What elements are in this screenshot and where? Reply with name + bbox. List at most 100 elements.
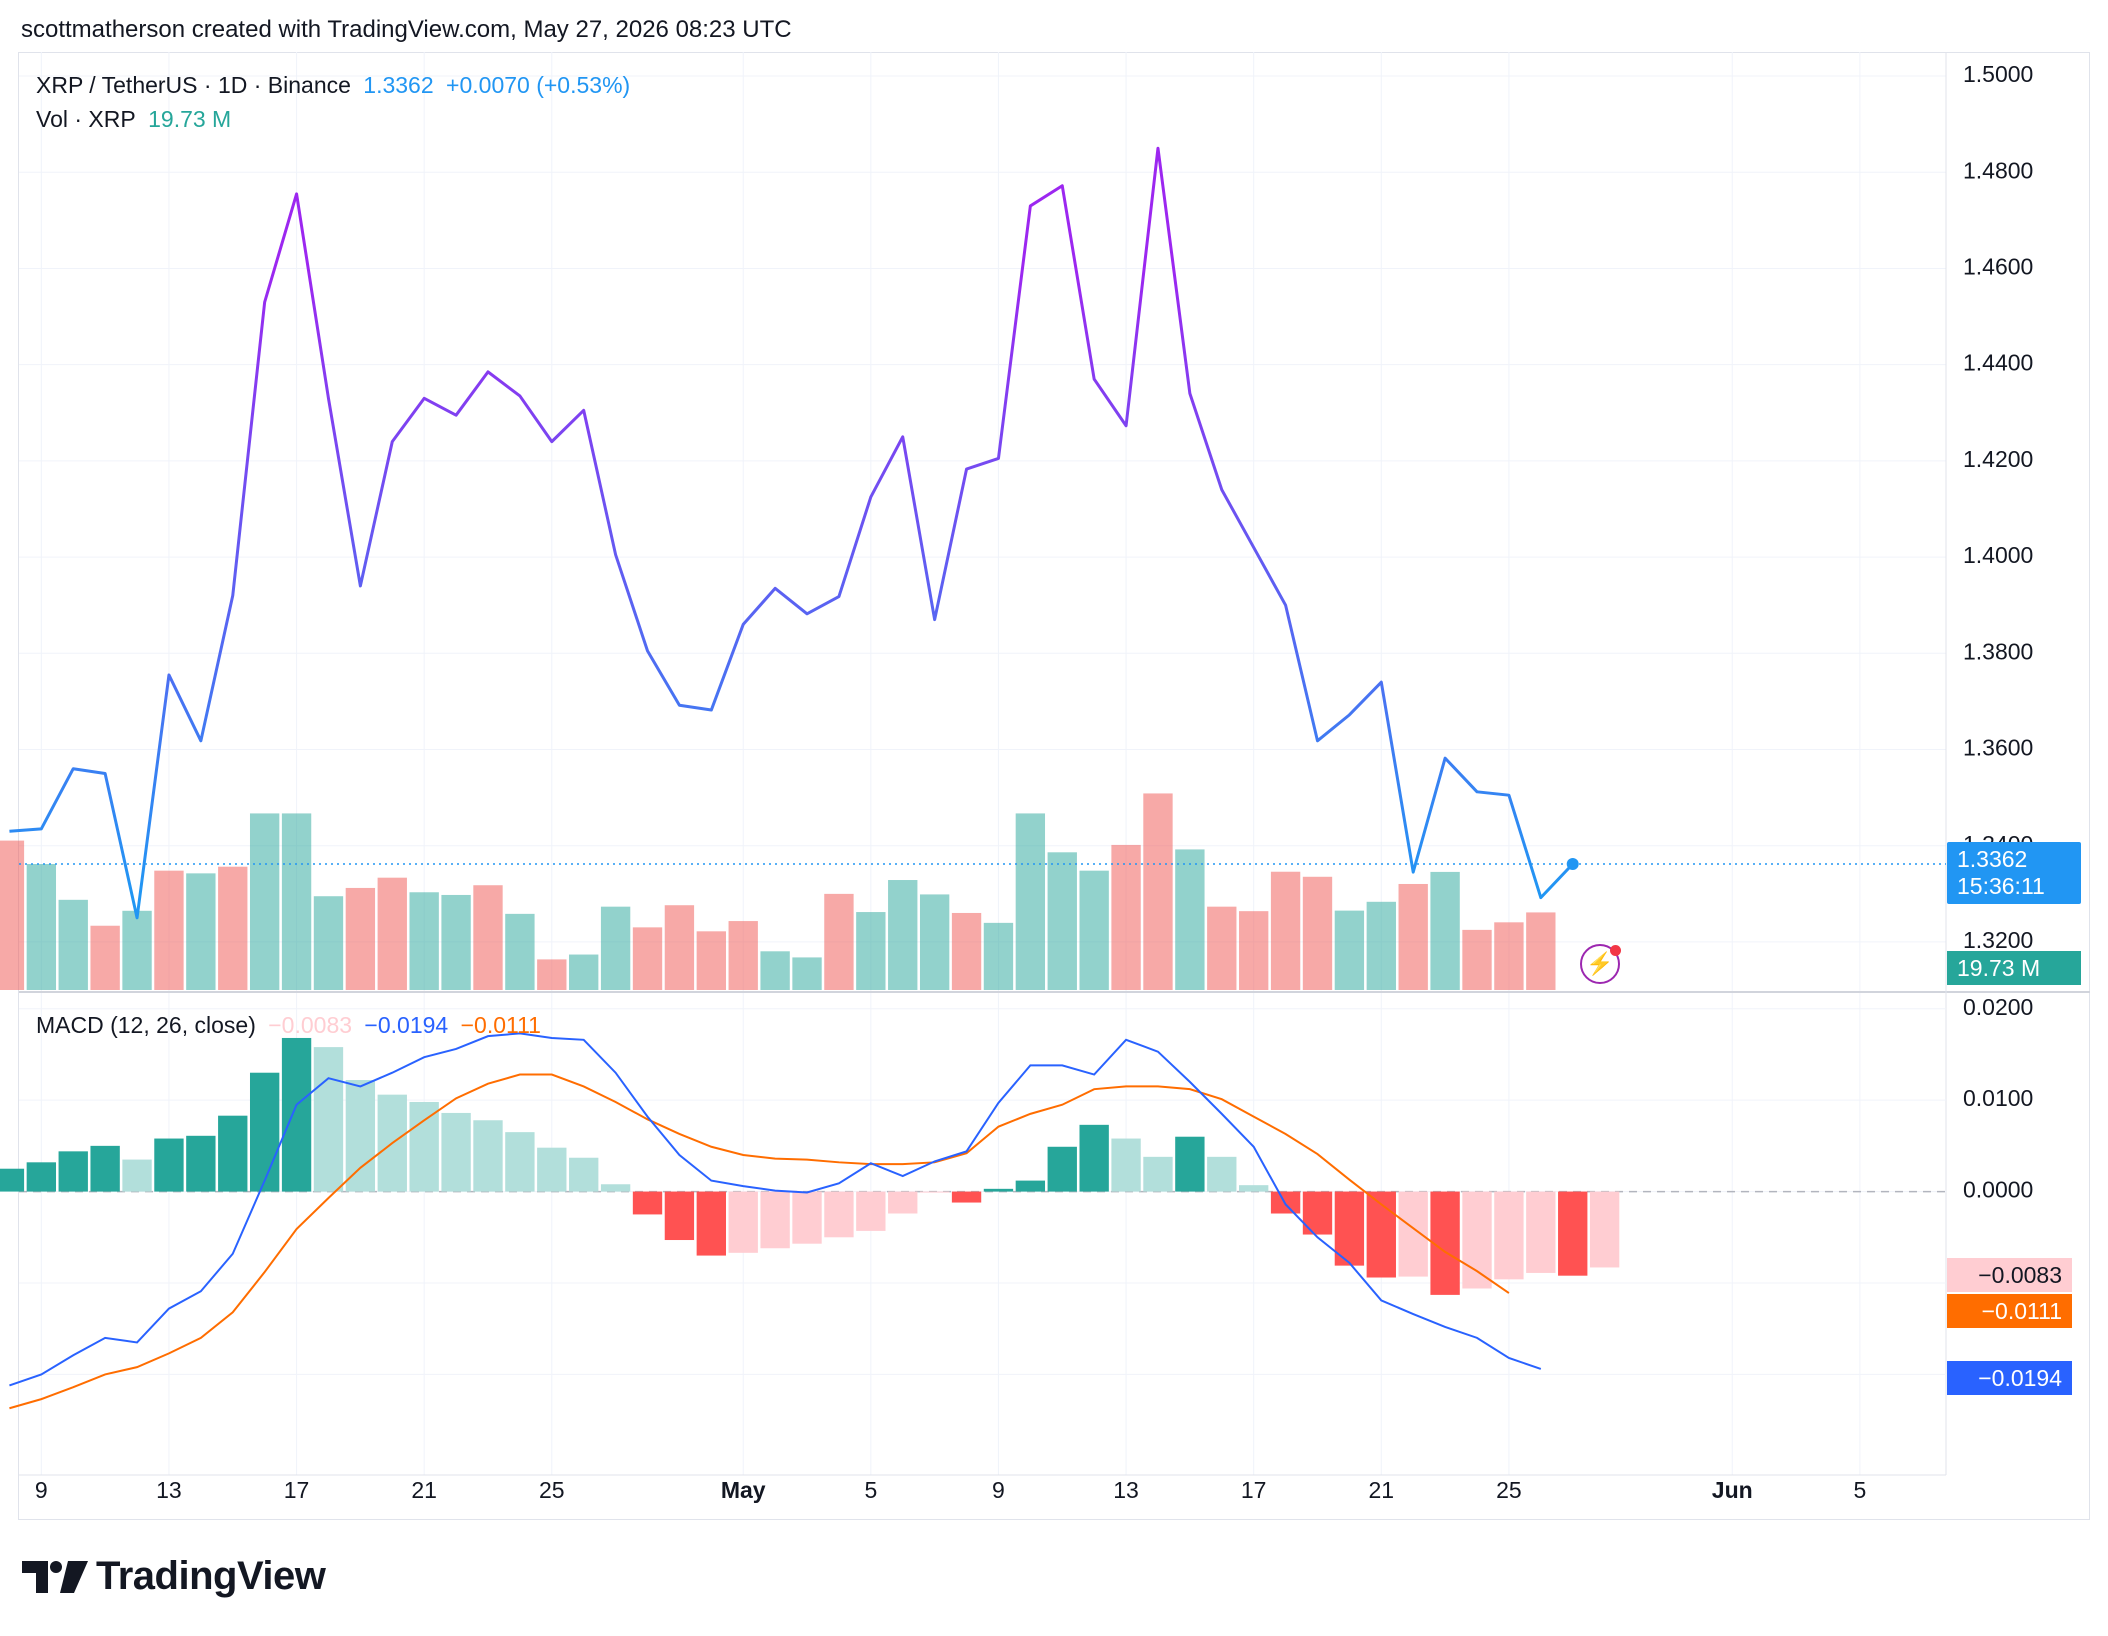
volume-bar: [983, 922, 1014, 990]
volume-tag: 19.73 M: [1947, 951, 2081, 985]
last-price-dot: [1566, 857, 1579, 870]
price-tick-label: 1.3200: [1963, 927, 2033, 953]
macd-tick-label: 0.0200: [1963, 994, 2033, 1020]
volume-bar: [1398, 883, 1428, 990]
price-tick-label: 1.4200: [1963, 446, 2033, 472]
macd-hist-bar: [1239, 1185, 1269, 1192]
volume-bar: [728, 921, 758, 990]
volume-bar: [26, 864, 57, 990]
volume-bar: [919, 894, 950, 990]
tradingview-logo[interactable]: TradingView: [22, 1554, 326, 1599]
macd-hist-bar: [696, 1191, 726, 1256]
volume-bars: [0, 793, 1556, 990]
macd-hist-bar: [58, 1151, 88, 1192]
macd-hist-bar: [505, 1132, 535, 1192]
x-tick-label: 5: [864, 1477, 877, 1503]
volume-bar: [1334, 910, 1365, 990]
macd-hist-bar: [824, 1191, 854, 1238]
legend-symbol: XRP / TetherUS · 1D · Binance 1.3362 +0.…: [36, 72, 636, 99]
macd-hist-bar: [792, 1191, 822, 1244]
x-tick-label: 17: [284, 1477, 310, 1503]
volume-bar: [249, 813, 280, 990]
volume-bar: [824, 893, 854, 990]
x-tick-label: 9: [992, 1477, 1005, 1503]
x-tick-label: 13: [156, 1477, 182, 1503]
macd-hist-bar: [1526, 1191, 1556, 1273]
x-tick-label: May: [721, 1477, 766, 1503]
volume-bar: [377, 877, 407, 990]
x-tick-label: Jun: [1712, 1477, 1753, 1503]
x-tick-label: 9: [35, 1477, 48, 1503]
macd-line-tag: −0.0194: [1947, 1361, 2072, 1395]
notification-dot: [1610, 945, 1621, 956]
volume-bar: [122, 910, 152, 990]
volume-bar: [1239, 911, 1269, 990]
volume-bar: [1143, 793, 1173, 990]
volume-bar: [1079, 870, 1109, 990]
volume-bar: [441, 894, 471, 990]
macd-hist-bar: [281, 1037, 312, 1192]
price-tick-label: 1.3600: [1963, 735, 2033, 761]
macd-hist-bar: [0, 1168, 25, 1192]
macd-hist-bar: [569, 1157, 599, 1192]
macd-signal-value: −0.0111: [460, 1012, 541, 1038]
price-tick-label: 1.3800: [1963, 638, 2033, 664]
volume-bar: [313, 896, 344, 990]
macd-hist-bar: [90, 1145, 120, 1192]
volume-title[interactable]: Vol · XRP: [36, 106, 136, 132]
macd-hist-tag: −0.0083: [1947, 1258, 2072, 1292]
signal-line: [9, 1073, 1510, 1410]
volume-bar: [632, 927, 663, 990]
volume-bar: [569, 954, 599, 990]
macd-signal-tag: −0.0111: [1947, 1294, 2072, 1328]
macd-hist-bar: [313, 1047, 344, 1192]
x-tick-label: 13: [1113, 1477, 1139, 1503]
volume-bar: [1494, 922, 1524, 990]
macd-hist-bar: [26, 1162, 57, 1192]
macd-tick-label: 0.0000: [1963, 1177, 2033, 1203]
volume-bar: [1270, 871, 1301, 990]
macd-line-value: −0.0194: [364, 1012, 449, 1038]
price-tick-label: 1.4400: [1963, 350, 2033, 376]
macd-hist-bar: [888, 1191, 918, 1214]
volume-bar: [409, 892, 439, 990]
volume-bar: [1111, 844, 1141, 990]
macd-line: [9, 1032, 1542, 1387]
macd-hist-bar: [154, 1138, 184, 1192]
macd-hist-bar: [218, 1115, 248, 1192]
macd-hist-bar: [1494, 1191, 1524, 1280]
volume-bar: [1015, 813, 1046, 990]
macd-histogram: [0, 1037, 1620, 1295]
macd-hist-bar: [1143, 1156, 1173, 1192]
macd-hist-bar: [441, 1112, 471, 1192]
macd-hist-bar: [1334, 1191, 1365, 1266]
volume-bar: [537, 959, 567, 990]
volume-bar: [186, 873, 216, 990]
macd-hist-bar: [760, 1191, 790, 1249]
macd-hist-bar: [728, 1191, 758, 1253]
volume-bar: [760, 951, 790, 990]
macd-hist-bar: [249, 1072, 280, 1192]
price-tick-label: 1.4800: [1963, 157, 2033, 183]
macd-hist-bar: [1047, 1146, 1077, 1192]
macd-lines: [9, 1032, 1542, 1410]
macd-tick-label: 0.0100: [1963, 1085, 2033, 1111]
macd-title[interactable]: MACD (12, 26, close): [36, 1012, 256, 1038]
tradingview-logo-icon: [22, 1560, 88, 1593]
macd-hist-bar: [122, 1159, 152, 1192]
symbol-title[interactable]: XRP / TetherUS · 1D · Binance: [36, 72, 351, 98]
price-line: [9, 146, 1946, 920]
macd-hist-bar: [856, 1191, 886, 1231]
legend-macd: MACD (12, 26, close) −0.0083 −0.0194 −0.…: [36, 1012, 547, 1039]
price-tick-label: 1.4600: [1963, 254, 2033, 280]
volume-bar: [1302, 876, 1333, 990]
macd-hist-bar: [951, 1191, 982, 1203]
macd-hist-bar: [1207, 1156, 1237, 1192]
volume-bar: [58, 899, 88, 990]
last-price-tag: 1.3362 15:36:11: [1947, 842, 2081, 904]
axes: 9 13 17 21 25 May 5 9 13 17 21 25 Jun 5 1.5000 1.4800 1.…: [35, 61, 2033, 1503]
macd-hist-bar: [1175, 1136, 1205, 1192]
macd-hist-bar: [600, 1184, 631, 1192]
macd-hist-value: −0.0083: [268, 1012, 353, 1038]
